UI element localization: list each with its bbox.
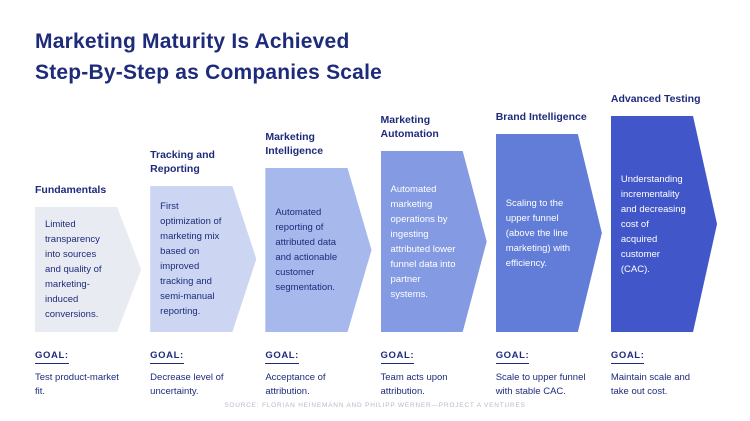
goal-text: Maintain scale and take out cost. bbox=[610, 372, 691, 397]
stage-goal: GOAL: Acceptance of attribution. bbox=[265, 345, 371, 399]
goal-text: Acceptance of attribution. bbox=[265, 372, 326, 397]
stage-label: Tracking and Reporting bbox=[150, 149, 215, 175]
title-line-1: Marketing Maturity Is Achieved bbox=[35, 30, 350, 53]
stage-chevron-area: Tracking and Reporting First optimizatio… bbox=[150, 86, 256, 332]
stage-goal: GOAL: Test product-market fit. bbox=[35, 345, 141, 399]
stage-marketing-automation: Marketing Automation Automated marketing… bbox=[380, 86, 487, 399]
stage-chevron-area: Advanced Testing Understanding increment… bbox=[610, 86, 717, 332]
stage-chevron: Limited transparency into sources and qu… bbox=[35, 207, 141, 332]
stage-description: Limited transparency into sources and qu… bbox=[45, 219, 102, 320]
goal-text: Team acts upon attribution. bbox=[380, 372, 448, 397]
stage-goal: GOAL: Maintain scale and take out cost. bbox=[610, 345, 717, 399]
stage-description: Automated marketing operations by ingest… bbox=[390, 183, 456, 300]
stage-label: Fundamentals bbox=[35, 184, 107, 196]
stage-chevron-area: Brand Intelligence Scaling to the upper … bbox=[495, 86, 602, 332]
stage-goal: GOAL: Decrease level of uncertainty. bbox=[150, 345, 256, 399]
stage-goal: GOAL: Scale to upper funnel with stable … bbox=[495, 345, 602, 399]
goal-text: Test product-market fit. bbox=[35, 372, 119, 397]
stage-description: Scaling to the upper funnel (above the l… bbox=[505, 197, 571, 269]
stage-chevron-area: Marketing Intelligence Automated reporti… bbox=[265, 86, 371, 332]
page-title: Marketing Maturity Is Achieved Step-By-S… bbox=[35, 26, 382, 88]
stage-description: Automated reporting of attributed data a… bbox=[275, 207, 338, 293]
goal-text: Decrease level of uncertainty. bbox=[150, 372, 224, 397]
stage-chevron: First optimization of marketing mix base… bbox=[150, 186, 256, 332]
stage-advanced-testing: Advanced Testing Understanding increment… bbox=[610, 86, 717, 399]
maturity-stages-row: Fundamentals Limited transparency into s… bbox=[35, 86, 717, 399]
source-attribution: SOURCE: FLORIAN HEINEMANN AND PHILIPP WE… bbox=[224, 402, 526, 409]
stage-description: Understanding incrementality and decreas… bbox=[620, 173, 686, 275]
stage-chevron-area: Fundamentals Limited transparency into s… bbox=[35, 86, 141, 332]
stage-chevron-area: Marketing Automation Automated marketing… bbox=[380, 86, 487, 332]
goal-label: GOAL: bbox=[610, 350, 645, 364]
stage-chevron: Scaling to the upper funnel (above the l… bbox=[496, 134, 602, 332]
stage-label: Marketing Automation bbox=[380, 114, 439, 140]
stage-chevron: Understanding incrementality and decreas… bbox=[611, 116, 717, 332]
stage-description: First optimization of marketing mix base… bbox=[160, 201, 222, 317]
goal-label: GOAL: bbox=[380, 350, 415, 364]
stage-fundamentals: Fundamentals Limited transparency into s… bbox=[35, 86, 141, 399]
stage-chevron: Automated marketing operations by ingest… bbox=[381, 151, 487, 332]
stage-label: Brand Intelligence bbox=[495, 111, 587, 123]
stage-goal: GOAL: Team acts upon attribution. bbox=[380, 345, 487, 399]
goal-text: Scale to upper funnel with stable CAC. bbox=[495, 372, 586, 397]
stage-brand-intelligence: Brand Intelligence Scaling to the upper … bbox=[495, 86, 602, 399]
goal-label: GOAL: bbox=[265, 350, 299, 364]
goal-label: GOAL: bbox=[35, 350, 69, 364]
title-line-2: Step-By-Step as Companies Scale bbox=[35, 61, 382, 84]
stage-chevron: Automated reporting of attributed data a… bbox=[265, 168, 371, 332]
stage-marketing-intelligence: Marketing Intelligence Automated reporti… bbox=[265, 86, 371, 399]
stage-label: Marketing Intelligence bbox=[265, 131, 324, 157]
stage-tracking-and-reporting: Tracking and Reporting First optimizatio… bbox=[150, 86, 256, 399]
goal-label: GOAL: bbox=[150, 350, 184, 364]
stage-label: Advanced Testing bbox=[610, 93, 701, 105]
goal-label: GOAL: bbox=[495, 350, 530, 364]
